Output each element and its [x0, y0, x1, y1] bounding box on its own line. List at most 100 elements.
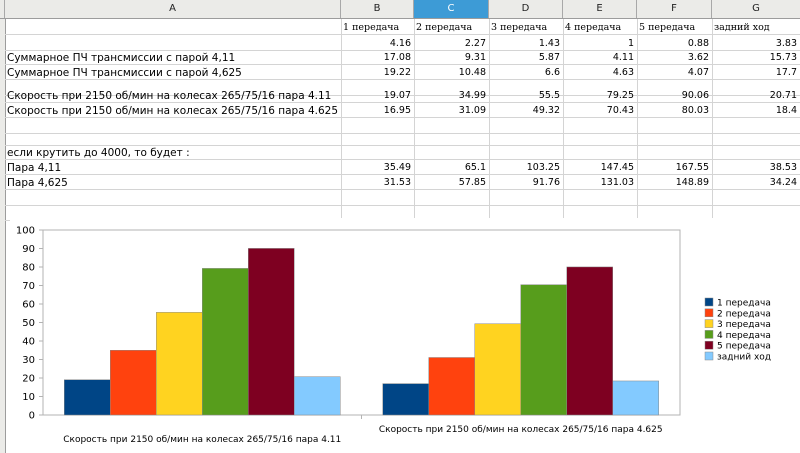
table-cell[interactable]: 35.49	[383, 162, 411, 173]
grid-column-line	[712, 19, 713, 219]
table-cell[interactable]: 20.71	[769, 90, 797, 101]
column-header-d[interactable]: D	[489, 0, 563, 18]
x-category-label: Скорость при 2150 об/мин на колесах 265/…	[379, 425, 663, 435]
grid-column-line	[341, 19, 342, 219]
y-tick-label: 70	[22, 281, 35, 292]
column-header-c[interactable]: C	[414, 0, 489, 18]
table-cell[interactable]: 167.55	[675, 162, 709, 173]
legend-label: 1 передача	[717, 299, 771, 309]
legend-label: 5 передача	[717, 342, 771, 352]
table-cell[interactable]: 16.95	[383, 105, 411, 116]
table-cell[interactable]: 91.76	[532, 177, 560, 188]
bar	[294, 376, 341, 416]
row-label-pair-4625[interactable]: Пара 4,625	[7, 177, 68, 189]
bar	[248, 248, 295, 416]
legend-swatch	[704, 330, 714, 339]
table-cell[interactable]: 19.22	[383, 67, 411, 78]
y-tick-label: 20	[22, 374, 35, 385]
ratio-cell[interactable]: 3.83	[775, 38, 797, 49]
grid-row-line	[5, 49, 800, 65]
select-all-corner[interactable]	[0, 0, 5, 18]
table-cell[interactable]: 31.09	[458, 105, 486, 116]
table-cell[interactable]: 6.6	[544, 67, 560, 78]
legend-swatch	[704, 308, 714, 318]
table-cell[interactable]: 79.25	[606, 90, 634, 101]
table-cell[interactable]: 57.85	[458, 177, 486, 188]
table-cell[interactable]: 55.5	[538, 90, 560, 101]
column-header-e[interactable]: E	[563, 0, 637, 18]
y-tick-label: 100	[16, 226, 35, 237]
ratio-cell[interactable]: 4.16	[389, 38, 411, 49]
table-cell[interactable]: 9.31	[464, 52, 486, 63]
grid-row-line	[5, 102, 800, 118]
table-cell[interactable]: 3.62	[687, 52, 709, 63]
bar	[156, 312, 203, 416]
legend-swatch	[704, 340, 714, 350]
ratio-cell[interactable]: 0.88	[687, 38, 709, 49]
table-cell[interactable]: 17.7	[775, 67, 797, 78]
table-cell[interactable]: 38.53	[769, 162, 797, 173]
column-header-b[interactable]: B	[341, 0, 414, 18]
table-cell[interactable]: 90.06	[681, 90, 709, 101]
bar	[202, 268, 249, 416]
grid-row-line	[5, 118, 800, 134]
header-cell-4[interactable]: 4 передача	[565, 22, 622, 33]
row-label-transmission-411[interactable]: Суммарное ПЧ трансмиссии с парой 4,11	[7, 52, 236, 64]
x-category-label: Скорость при 2150 об/мин на колесах 265/…	[63, 435, 341, 445]
header-cell-5[interactable]: 5 передача	[639, 22, 696, 33]
table-cell[interactable]: 18.4	[775, 105, 797, 116]
row-label-pair-411[interactable]: Пара 4,11	[7, 162, 62, 174]
legend-swatch	[704, 319, 714, 328]
grid-row-line	[5, 19, 800, 35]
column-header-a[interactable]: A	[5, 0, 341, 18]
header-cell-1[interactable]: 1 передача	[343, 22, 400, 33]
table-cell[interactable]: 148.89	[675, 177, 709, 188]
table-cell[interactable]: 5.87	[538, 52, 560, 63]
grid-row-line	[5, 87, 800, 103]
grid-column-line	[563, 19, 564, 219]
legend-label: 3 передача	[717, 320, 771, 330]
header-cell-3[interactable]: 3 передача	[491, 22, 548, 33]
table-cell[interactable]: 4.11	[612, 52, 634, 63]
table-cell[interactable]: 65.1	[464, 162, 486, 173]
embedded-chart[interactable]: 0 10 20 30 40 50 60 70 80 90 100 Скорость при 2150 …	[10, 218, 800, 453]
table-cell[interactable]: 49.32	[532, 105, 560, 116]
table-cell[interactable]: 70.43	[606, 105, 634, 116]
row-header-bar[interactable]	[0, 19, 6, 453]
header-cell-2[interactable]: 2 передача	[416, 22, 473, 33]
bar-chart: 0 10 20 30 40 50 60 70 80 90 100 Скорость при 2150 …	[16, 226, 771, 446]
table-cell[interactable]: 17.08	[383, 52, 411, 63]
row-label-transmission-4625[interactable]: Суммарное ПЧ трансмиссии с парой 4,625	[7, 67, 242, 79]
table-cell[interactable]: 31.53	[383, 177, 411, 188]
bar	[520, 284, 567, 416]
table-cell[interactable]: 4.63	[612, 67, 634, 78]
y-tick-label: 30	[22, 355, 35, 366]
ratio-cell[interactable]: 1	[627, 38, 634, 49]
table-cell[interactable]: 131.03	[600, 177, 634, 188]
table-cell[interactable]: 34.99	[458, 90, 486, 101]
row-label-speed-411[interactable]: Скорость при 2150 об/мин на колесах 265/…	[7, 90, 332, 102]
row-label-speed-4625[interactable]: Скорость при 2150 об/мин на колесах 265/…	[7, 105, 339, 117]
grid-column-line	[489, 19, 490, 219]
legend-label: 2 передача	[717, 309, 771, 319]
bar	[382, 383, 429, 416]
column-header-g[interactable]: G	[752, 3, 760, 14]
ratio-cell[interactable]: 2.27	[464, 38, 486, 49]
grid-row-line	[5, 144, 800, 160]
note-cell[interactable]: если крутить до 4000, то будет :	[7, 147, 190, 159]
table-cell[interactable]: 19.07	[383, 90, 411, 101]
header-cell-6[interactable]: задний ход	[714, 22, 770, 33]
table-cell[interactable]: 103.25	[526, 162, 560, 173]
ratio-cell[interactable]: 1.43	[538, 38, 560, 49]
table-cell[interactable]: 10.48	[458, 67, 486, 78]
table-cell[interactable]: 34.24	[769, 177, 797, 188]
table-cell[interactable]: 80.03	[681, 105, 709, 116]
column-header-f[interactable]: F	[637, 0, 712, 18]
table-cell[interactable]: 4.07	[687, 67, 709, 78]
table-cell[interactable]: 147.45	[600, 162, 634, 173]
grid-row-line	[5, 64, 800, 80]
table-cell[interactable]: 15.73	[769, 52, 797, 63]
y-tick-label: 0	[29, 411, 35, 422]
column-header-bar: A B C D E F G	[0, 0, 800, 19]
